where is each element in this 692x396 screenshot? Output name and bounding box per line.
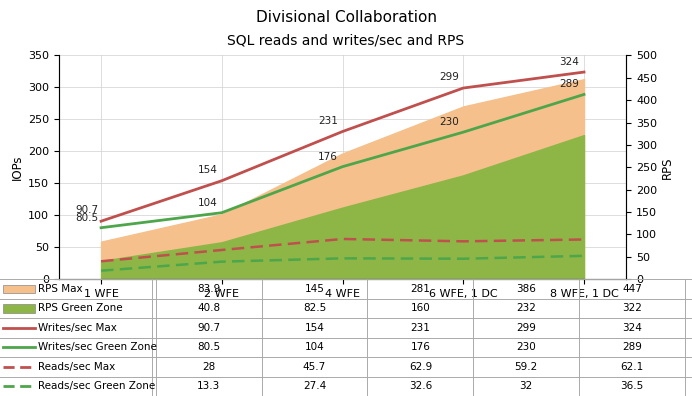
Bar xyxy=(3,285,35,293)
Text: 289: 289 xyxy=(560,79,579,89)
Text: 36.5: 36.5 xyxy=(621,381,644,391)
Text: 45.7: 45.7 xyxy=(303,362,326,372)
Text: 27.4: 27.4 xyxy=(303,381,326,391)
Text: Divisional Collaboration: Divisional Collaboration xyxy=(255,10,437,25)
Text: 62.9: 62.9 xyxy=(409,362,432,372)
Text: 80.5: 80.5 xyxy=(197,342,220,352)
Text: 59.2: 59.2 xyxy=(515,362,538,372)
Text: SQL reads and writes/sec and RPS: SQL reads and writes/sec and RPS xyxy=(228,34,464,48)
Text: 32: 32 xyxy=(520,381,533,391)
Text: 281: 281 xyxy=(410,284,430,294)
Text: 386: 386 xyxy=(516,284,536,294)
Text: 322: 322 xyxy=(622,303,642,313)
Text: 13.3: 13.3 xyxy=(197,381,220,391)
Bar xyxy=(3,304,35,313)
Text: 104: 104 xyxy=(304,342,325,352)
Text: 447: 447 xyxy=(622,284,642,294)
Text: Reads/sec Green Zone: Reads/sec Green Zone xyxy=(38,381,155,391)
Text: 145: 145 xyxy=(304,284,325,294)
Text: 289: 289 xyxy=(622,342,642,352)
Text: 324: 324 xyxy=(622,323,642,333)
Text: 90.7: 90.7 xyxy=(75,205,98,215)
Text: 82.5: 82.5 xyxy=(303,303,326,313)
Text: Reads/sec Max: Reads/sec Max xyxy=(38,362,116,372)
Text: 324: 324 xyxy=(560,57,579,67)
Text: 160: 160 xyxy=(410,303,430,313)
Text: 299: 299 xyxy=(439,72,459,82)
Text: 154: 154 xyxy=(197,165,217,175)
Text: 62.1: 62.1 xyxy=(621,362,644,372)
Text: 231: 231 xyxy=(410,323,430,333)
Text: 299: 299 xyxy=(516,323,536,333)
Y-axis label: RPS: RPS xyxy=(662,156,674,179)
Text: 154: 154 xyxy=(304,323,325,333)
Text: 28: 28 xyxy=(202,362,215,372)
Text: 232: 232 xyxy=(516,303,536,313)
Text: 83.9: 83.9 xyxy=(197,284,220,294)
Text: RPS Green Zone: RPS Green Zone xyxy=(38,303,122,313)
Text: 90.7: 90.7 xyxy=(197,323,220,333)
Text: RPS Max: RPS Max xyxy=(38,284,82,294)
Text: 176: 176 xyxy=(318,152,338,162)
Text: 231: 231 xyxy=(318,116,338,126)
Text: 104: 104 xyxy=(197,198,217,208)
Text: 40.8: 40.8 xyxy=(197,303,220,313)
Text: 32.6: 32.6 xyxy=(409,381,432,391)
Text: Writes/sec Green Zone: Writes/sec Green Zone xyxy=(38,342,157,352)
Text: 230: 230 xyxy=(516,342,536,352)
Text: 80.5: 80.5 xyxy=(75,213,98,223)
Text: 230: 230 xyxy=(439,117,459,127)
Text: 176: 176 xyxy=(410,342,430,352)
Y-axis label: IOPs: IOPs xyxy=(11,154,24,180)
Text: Writes/sec Max: Writes/sec Max xyxy=(38,323,117,333)
